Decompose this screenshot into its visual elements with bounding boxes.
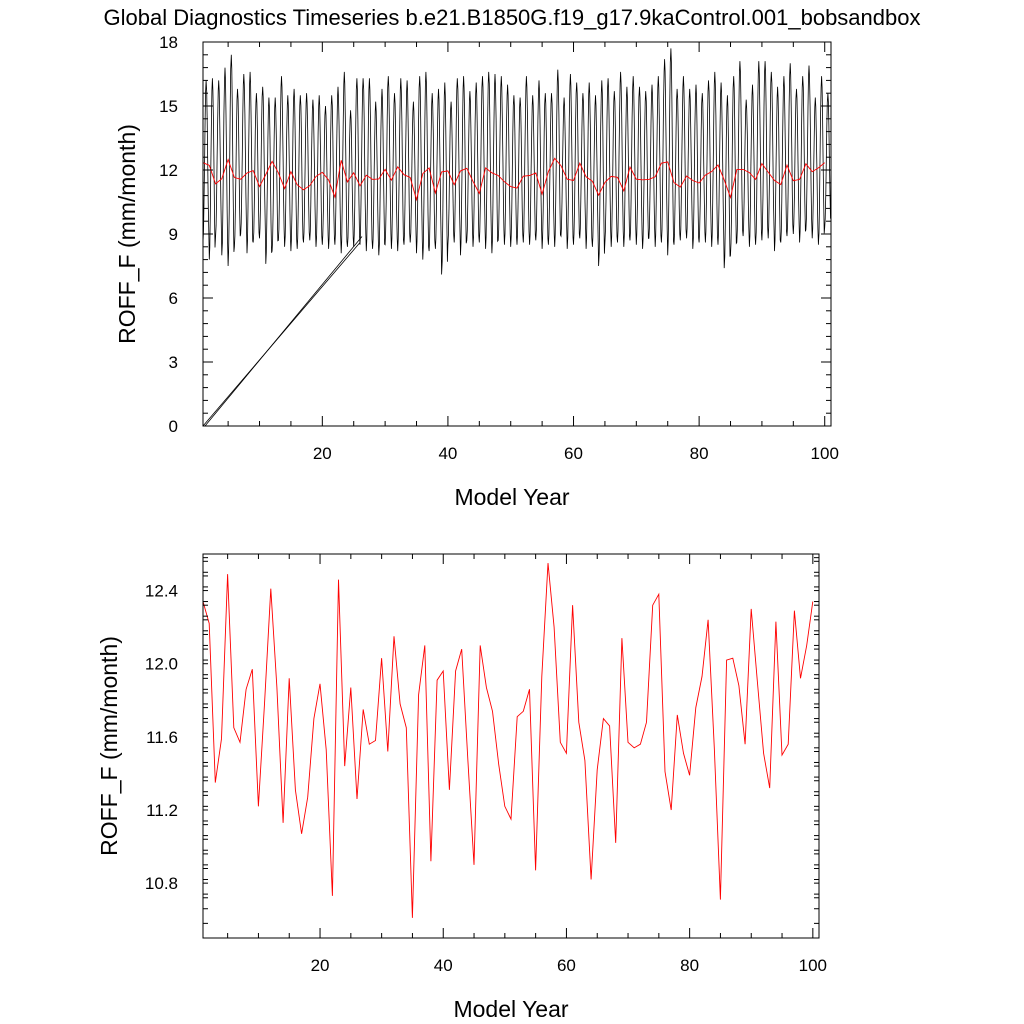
- y-tick-label: 10.8: [145, 874, 178, 893]
- top-y-axis-label: ROFF_F (mm/month): [114, 124, 140, 344]
- x-tick-label: 80: [680, 956, 699, 975]
- x-tick-label: 60: [557, 956, 576, 975]
- y-tick-label: 9: [169, 225, 178, 244]
- y-tick-label: 3: [169, 353, 178, 372]
- y-tick-label: 11.2: [146, 801, 178, 820]
- bottom-x-axis-label: Model Year: [453, 996, 568, 1022]
- series-monthly-spinup-line: [204, 236, 363, 427]
- x-tick-label: 100: [799, 956, 827, 975]
- series-monthly-line: [202, 48, 831, 275]
- top-series-layer: [202, 48, 831, 427]
- y-tick-label: 12.4: [145, 582, 178, 601]
- y-tick-label: 6: [169, 289, 178, 308]
- top-x-axis-label: Model Year: [454, 484, 569, 510]
- x-tick-label: 100: [811, 444, 839, 463]
- x-tick-label: 40: [434, 956, 453, 975]
- x-tick-label: 20: [311, 956, 330, 975]
- top-panel: 20 40 60 80 100 0 3 6 9 12 15 18 Model Year ROFF_F …: [114, 33, 839, 510]
- bottom-panel: 20 40 60 80 100 10.8 11.2 11.6 12.0 12.4 Model Ye…: [96, 553, 827, 1022]
- bottom-plot-frame: [202, 553, 820, 939]
- bottom-y-axis-label: ROFF_F (mm/month): [96, 636, 122, 856]
- x-tick-label: 20: [313, 444, 332, 463]
- series-annual-mean-line: [202, 563, 814, 918]
- x-tick-label: 60: [564, 444, 583, 463]
- y-tick-label: 12: [159, 161, 178, 180]
- y-tick-label: 15: [159, 97, 178, 116]
- bottom-series-layer: [202, 563, 814, 918]
- top-ticks: 20 40 60 80 100 0 3 6 9 12 15 18: [159, 33, 839, 463]
- y-tick-label: 11.6: [146, 728, 178, 747]
- y-tick-label: 0: [169, 417, 178, 436]
- x-tick-label: 80: [690, 444, 709, 463]
- bottom-ticks: 20 40 60 80 100 10.8 11.2 11.6 12.0 12.4: [145, 554, 827, 975]
- series-annual-mean-line: [202, 157, 825, 202]
- chart-title: Global Diagnostics Timeseries b.e21.B185…: [104, 5, 921, 30]
- x-tick-label: 40: [438, 444, 457, 463]
- y-tick-label: 12.0: [145, 655, 178, 674]
- y-tick-label: 18: [159, 33, 178, 52]
